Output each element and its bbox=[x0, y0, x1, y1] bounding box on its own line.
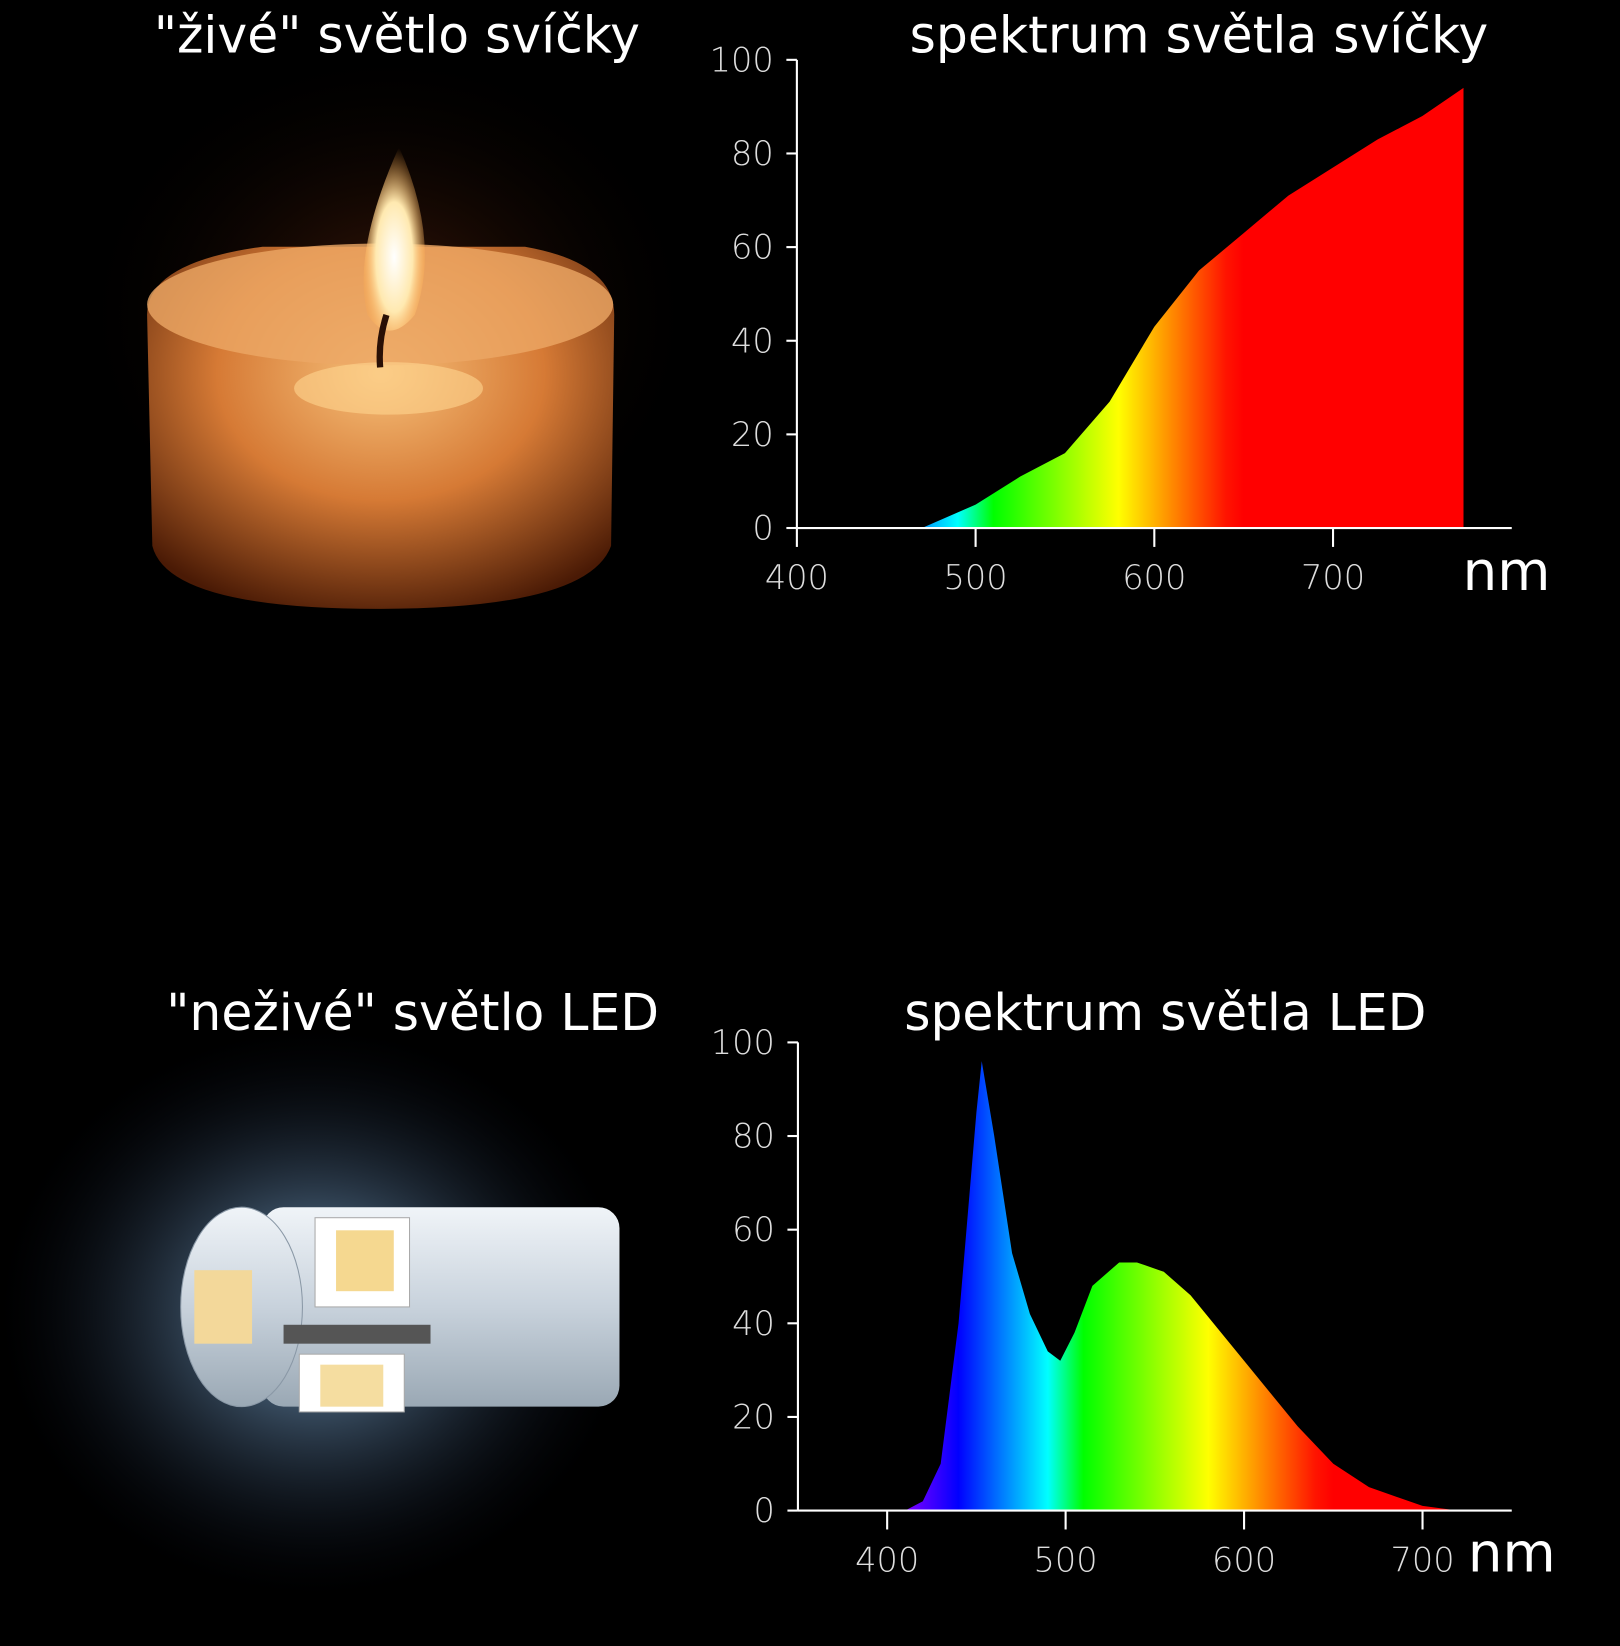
x-tick-label: 500 bbox=[944, 558, 1008, 597]
y-tick-label: 40 bbox=[732, 1304, 775, 1343]
x-axis-label: nm bbox=[1463, 539, 1551, 603]
x-tick-label: 600 bbox=[1122, 558, 1186, 597]
y-tick-label: 80 bbox=[732, 1117, 775, 1156]
chart-title: spektrum světla svíčky bbox=[910, 5, 1488, 64]
x-tick-label: 400 bbox=[855, 1540, 919, 1579]
photo-caption: "živé" světlo svíčky bbox=[154, 5, 640, 64]
y-tick-label: 80 bbox=[731, 134, 774, 173]
x-tick-label: 500 bbox=[1034, 1540, 1098, 1579]
x-tick-label: 700 bbox=[1390, 1540, 1454, 1579]
y-tick-label: 100 bbox=[711, 1023, 775, 1062]
y-tick-label: 100 bbox=[710, 40, 774, 79]
x-tick-label: 600 bbox=[1212, 1540, 1276, 1579]
photo-caption: "neživé" světlo LED bbox=[166, 983, 659, 1042]
y-tick-label: 20 bbox=[732, 1397, 775, 1436]
y-tick-label: 60 bbox=[731, 228, 774, 267]
y-tick-label: 60 bbox=[732, 1210, 775, 1249]
y-tick-label: 40 bbox=[731, 321, 774, 360]
spectrum-area bbox=[904, 87, 1464, 529]
y-tick-label: 20 bbox=[731, 415, 774, 454]
y-tick-label: 0 bbox=[753, 1491, 774, 1530]
x-tick-label: 400 bbox=[765, 558, 829, 597]
x-axis-label: nm bbox=[1468, 1520, 1556, 1584]
spectrum-area bbox=[905, 1061, 1459, 1511]
candle-photo bbox=[73, 41, 704, 609]
x-tick-label: 700 bbox=[1301, 558, 1365, 597]
led-photo bbox=[0, 1028, 630, 1596]
chart-title: spektrum světla LED bbox=[904, 983, 1426, 1042]
y-tick-label: 0 bbox=[752, 509, 773, 548]
